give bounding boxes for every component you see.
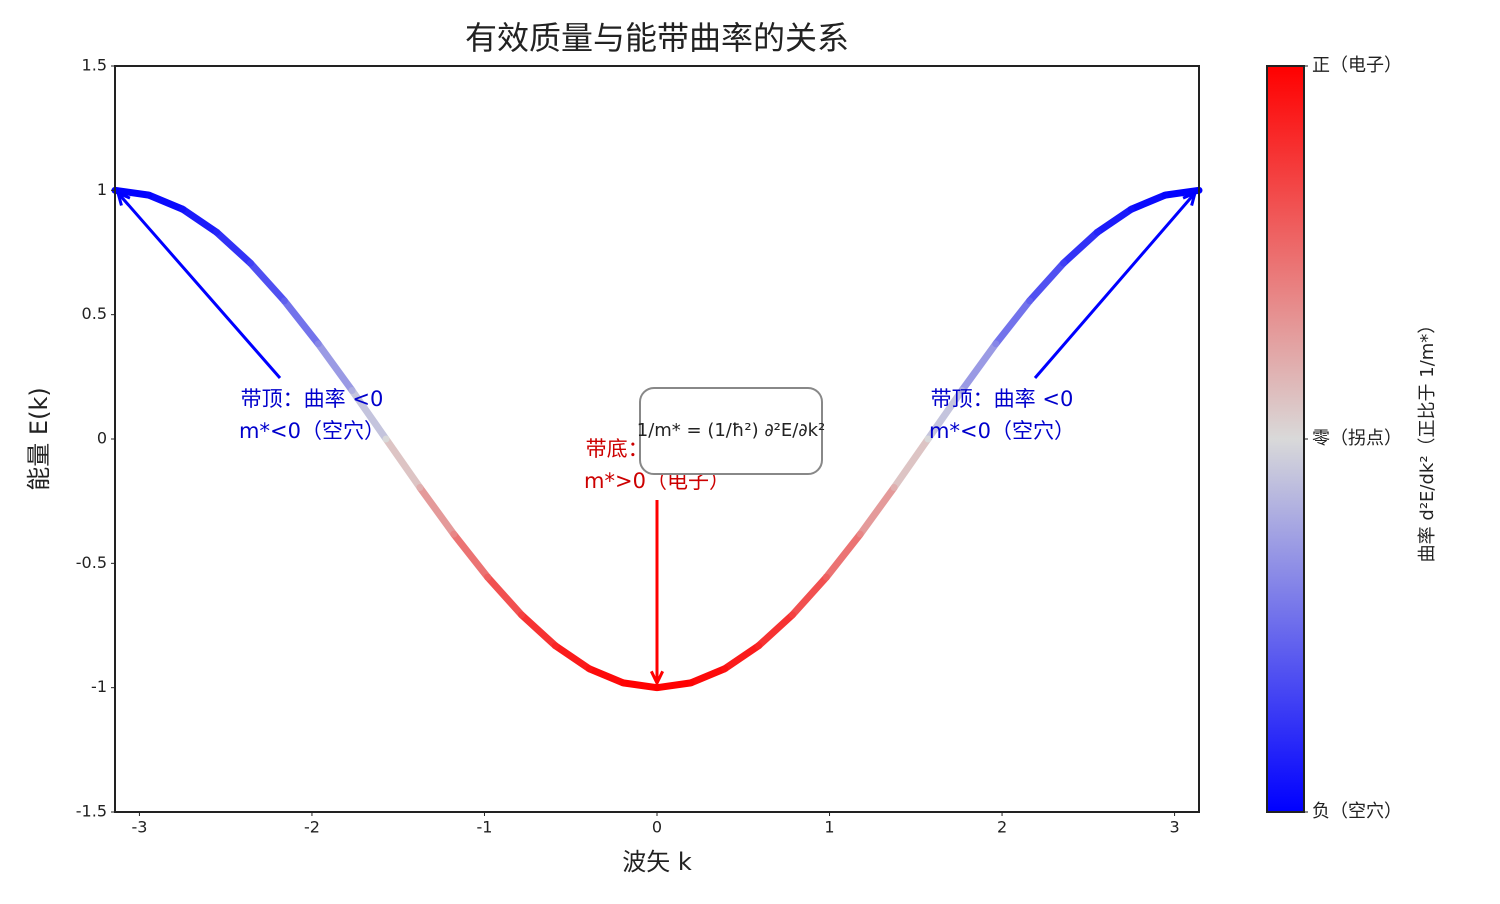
point [958,386,966,394]
point [822,573,830,581]
curve-segment [689,665,727,687]
annotation-text: m*<0（空穴） [929,419,1075,443]
plot-area [111,186,1203,692]
point [145,191,153,199]
curve-segment [587,665,625,687]
x-axis-label: 波矢 k [622,848,692,876]
y-tick-label: 1.5 [82,56,107,75]
x-tick-label: 0 [652,818,662,837]
chart-title: 有效质量与能带曲率的关系 [465,19,849,57]
point [247,259,254,267]
annotation-text: m*<0（空穴） [239,419,385,443]
curve-segment [622,679,658,692]
curve-segment [114,186,150,199]
curve-segment [349,388,389,442]
y-axis-label: 能量 E(k) [25,387,53,490]
curve-segment [823,531,863,580]
curve-segment [756,612,795,649]
point [484,573,492,581]
curve-segment [281,298,321,347]
curve-segment [925,388,965,442]
plot-frame [114,65,1200,813]
arrow-head [649,670,665,687]
y-tick-label: -0.5 [76,553,107,572]
point [856,530,864,538]
point [213,228,221,236]
formula-box [639,387,823,475]
colorbar-tick-label: 正（电子） [1312,55,1402,76]
x-tick-label: -2 [304,818,320,837]
point [416,484,424,492]
curve-segment [789,574,829,618]
arrow-head [115,190,131,206]
annotation-arrow [116,192,282,379]
curve-segment [722,642,761,672]
curve-segment [1129,191,1167,213]
point [992,340,1000,348]
curve-segment [247,260,287,304]
colorbar-tick-label: 负（空穴） [1312,801,1402,822]
curve-segment [214,229,253,266]
point [890,484,898,492]
point [179,205,187,213]
x-tick-label: -1 [476,818,492,837]
curve-segment [485,574,525,618]
colorbar [1266,65,1305,813]
y-tick-label: 0.5 [82,304,107,323]
point [518,611,525,619]
curve-segment [519,612,558,649]
arrow-head [1182,190,1198,206]
x-tick-label: 3 [1169,818,1179,837]
curve-segment [315,341,355,393]
y-tick-label: -1 [91,677,107,696]
point [1060,259,1067,267]
x-tick-label: -3 [131,818,147,837]
curve-segment [553,642,592,672]
curve-segment [1095,206,1134,236]
point [687,679,695,687]
annotation-text: 带顶：曲率 <0 [931,387,1074,411]
point [551,642,559,650]
formula: 1/m* = (1/ħ²) ∂²E/∂k² [637,420,826,441]
point [789,611,796,619]
point [1093,228,1101,236]
point [1026,297,1034,305]
curve-segment [993,298,1033,347]
curve-segment [1164,186,1200,199]
y-tick-label: 1 [97,180,107,199]
curve-segment [383,436,423,490]
y-tick-label: 0 [97,429,107,448]
point [585,665,593,673]
curve-segment [147,191,185,213]
curve-segment [417,485,457,537]
point [653,684,661,692]
point [348,386,356,394]
curve-segment [180,206,219,236]
point [1161,191,1169,199]
point [280,297,288,305]
curve-segment [959,341,999,393]
point [924,435,932,443]
y-tick-label: -1.5 [76,802,107,821]
x-tick-label: 1 [824,818,834,837]
point [619,679,627,687]
point [755,642,763,650]
curve-segment [1061,229,1100,266]
curve-segment [857,485,897,537]
curve-segment [451,531,491,580]
curve-segment [891,436,931,490]
x-tick-label: 2 [997,818,1007,837]
point [382,435,390,443]
annotation-arrow [1033,192,1197,379]
point [314,340,322,348]
curve-segment [1027,260,1067,304]
point [450,530,458,538]
colorbar-label: 曲率 d²E/dk²（正比于 1/m*） [1417,316,1438,563]
annotation-text: 带顶：曲率 <0 [241,387,384,411]
point [1127,205,1135,213]
point [721,665,729,673]
curve-segment [656,679,692,692]
colorbar-tick-label: 零（拐点） [1312,428,1402,449]
